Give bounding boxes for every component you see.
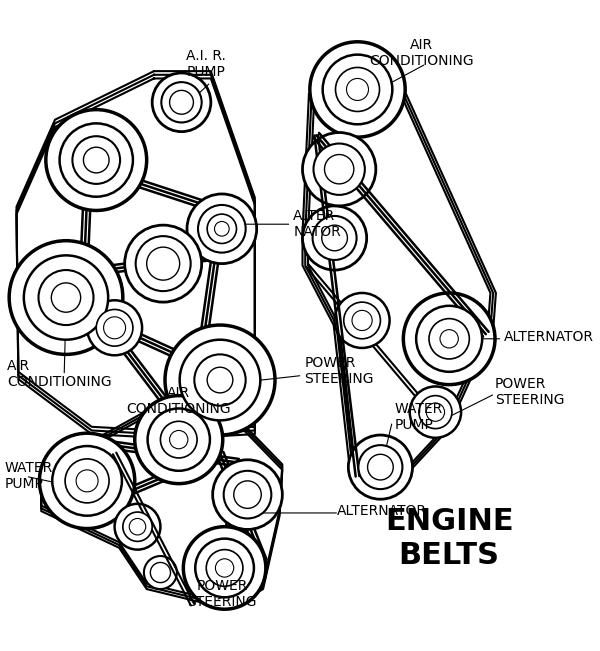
Circle shape — [9, 241, 123, 354]
Circle shape — [125, 225, 202, 302]
Circle shape — [310, 42, 405, 137]
Text: POWER
STEERING: POWER STEERING — [495, 377, 565, 407]
Circle shape — [403, 293, 495, 385]
Circle shape — [215, 221, 229, 236]
Circle shape — [129, 518, 146, 535]
Text: ENGINE
BELTS: ENGINE BELTS — [385, 507, 514, 570]
Circle shape — [38, 270, 94, 325]
Circle shape — [73, 136, 120, 184]
Text: A.I. R.
PUMP: A.I. R. PUMP — [187, 49, 226, 79]
Circle shape — [96, 309, 133, 346]
Text: AIR
CONDITIONING: AIR CONDITIONING — [7, 359, 112, 389]
Circle shape — [115, 504, 160, 549]
Circle shape — [194, 354, 245, 406]
Circle shape — [104, 317, 125, 339]
Circle shape — [170, 430, 188, 449]
Circle shape — [46, 109, 146, 210]
Circle shape — [358, 445, 403, 489]
Circle shape — [302, 133, 376, 206]
Circle shape — [429, 318, 469, 359]
Circle shape — [416, 306, 482, 372]
Circle shape — [123, 512, 152, 542]
Circle shape — [323, 55, 392, 124]
Circle shape — [347, 79, 368, 100]
Circle shape — [170, 90, 193, 114]
Circle shape — [146, 247, 179, 280]
Circle shape — [135, 396, 223, 484]
Circle shape — [187, 194, 257, 264]
Circle shape — [59, 124, 133, 197]
Text: POWER
STEERING: POWER STEERING — [187, 579, 257, 609]
Circle shape — [410, 387, 461, 437]
Circle shape — [352, 311, 372, 331]
Text: ALTERNATOR: ALTERNATOR — [337, 504, 427, 518]
Circle shape — [344, 302, 380, 339]
Text: AIR
CONDITIONING: AIR CONDITIONING — [127, 386, 231, 416]
Circle shape — [148, 408, 210, 471]
Circle shape — [160, 421, 197, 458]
Circle shape — [212, 460, 283, 529]
Circle shape — [198, 205, 245, 253]
Circle shape — [426, 403, 445, 421]
Circle shape — [76, 470, 98, 492]
Circle shape — [234, 481, 261, 508]
Circle shape — [349, 435, 413, 499]
Circle shape — [314, 143, 365, 195]
Circle shape — [161, 82, 202, 122]
Text: POWER
STEERING: POWER STEERING — [304, 356, 374, 386]
Circle shape — [165, 325, 275, 435]
Circle shape — [207, 367, 233, 393]
Circle shape — [215, 559, 234, 577]
Circle shape — [335, 68, 380, 111]
Circle shape — [144, 556, 177, 589]
Circle shape — [40, 433, 135, 529]
Circle shape — [322, 225, 347, 251]
Circle shape — [52, 446, 122, 516]
Circle shape — [335, 293, 389, 348]
Circle shape — [184, 527, 266, 609]
Circle shape — [152, 73, 211, 132]
Text: AIR
CONDITIONING: AIR CONDITIONING — [370, 38, 474, 68]
Text: ALTERNATOR: ALTERNATOR — [504, 330, 594, 344]
Circle shape — [24, 255, 108, 340]
Circle shape — [151, 562, 170, 583]
Circle shape — [325, 154, 354, 184]
Circle shape — [195, 538, 254, 597]
Circle shape — [440, 329, 458, 348]
Circle shape — [368, 454, 393, 480]
Circle shape — [224, 471, 271, 518]
Text: ALTER-
NATOR: ALTER- NATOR — [293, 209, 341, 240]
Circle shape — [179, 340, 260, 421]
Circle shape — [419, 396, 452, 428]
Circle shape — [302, 206, 367, 270]
Circle shape — [206, 549, 243, 587]
Circle shape — [207, 214, 236, 243]
Circle shape — [65, 459, 109, 503]
Circle shape — [52, 283, 80, 312]
Circle shape — [136, 236, 191, 291]
Circle shape — [83, 147, 109, 173]
Text: WATER
PUMP: WATER PUMP — [394, 402, 442, 432]
Text: WATER
PUMP: WATER PUMP — [5, 461, 53, 492]
Circle shape — [87, 300, 142, 355]
Circle shape — [313, 216, 356, 260]
